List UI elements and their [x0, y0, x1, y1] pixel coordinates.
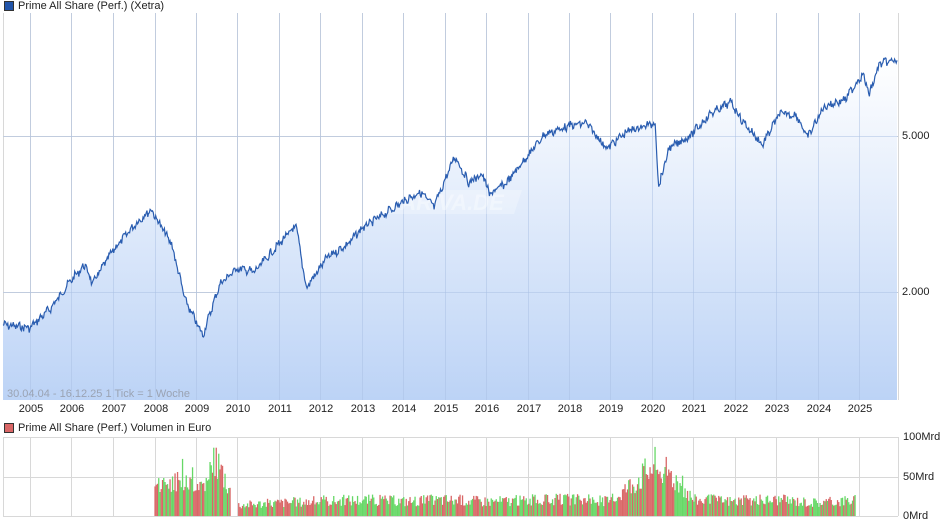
date-range-note: 30.04.04 - 16.12.25 1 Tick = 1 Woche	[7, 388, 190, 400]
v-tick-50: 50Mrd	[903, 471, 935, 483]
grid-overlay	[3, 13, 898, 400]
x-tick-2025: 2025	[847, 403, 873, 415]
x-tick-2010: 2010	[225, 403, 251, 415]
main-chart-legend: Prime All Share (Perf.) (Xetra)	[4, 0, 164, 12]
x-tick-2021: 2021	[681, 403, 707, 415]
x-tick-2017: 2017	[516, 403, 542, 415]
watermark: ARIVA.DE	[384, 190, 522, 215]
x-tick-2006: 2006	[59, 403, 85, 415]
x-tick-2008: 2008	[143, 403, 169, 415]
x-tick-2009: 2009	[184, 403, 210, 415]
price-area-fill	[3, 57, 897, 401]
v-tick-100: 100Mrd	[903, 431, 940, 443]
main-legend-label: Prime All Share (Perf.) (Xetra)	[18, 0, 165, 12]
x-tick-2020: 2020	[640, 403, 666, 415]
x-tick-2014: 2014	[391, 403, 417, 415]
price-line	[2, 56, 898, 338]
x-tick-2005: 2005	[18, 403, 44, 415]
x-tick-2015: 2015	[433, 403, 459, 415]
x-tick-2024: 2024	[806, 403, 832, 415]
y-tick-5000: 5.000	[902, 130, 930, 142]
x-tick-2018: 2018	[557, 403, 583, 415]
v-tick-0: 0Mrd	[903, 510, 929, 522]
x-tick-2013: 2013	[350, 403, 376, 415]
x-tick-2011: 2011	[268, 403, 292, 415]
x-tick-2022: 2022	[723, 403, 749, 415]
x-tick-2012: 2012	[308, 403, 334, 415]
volume-legend-label: Prime All Share (Perf.) Volumen in Euro	[18, 422, 212, 434]
x-tick-2007: 2007	[101, 403, 127, 415]
y-tick-2000: 2.000	[902, 286, 930, 298]
volume-bars	[154, 446, 856, 516]
x-tick-2023: 2023	[764, 403, 790, 415]
volume-color-swatch	[4, 423, 14, 433]
x-tick-2019: 2019	[598, 403, 624, 415]
volume-chart-legend: Prime All Share (Perf.) Volumen in Euro	[4, 422, 211, 434]
series-color-swatch	[4, 1, 14, 11]
x-tick-2016: 2016	[474, 403, 500, 415]
